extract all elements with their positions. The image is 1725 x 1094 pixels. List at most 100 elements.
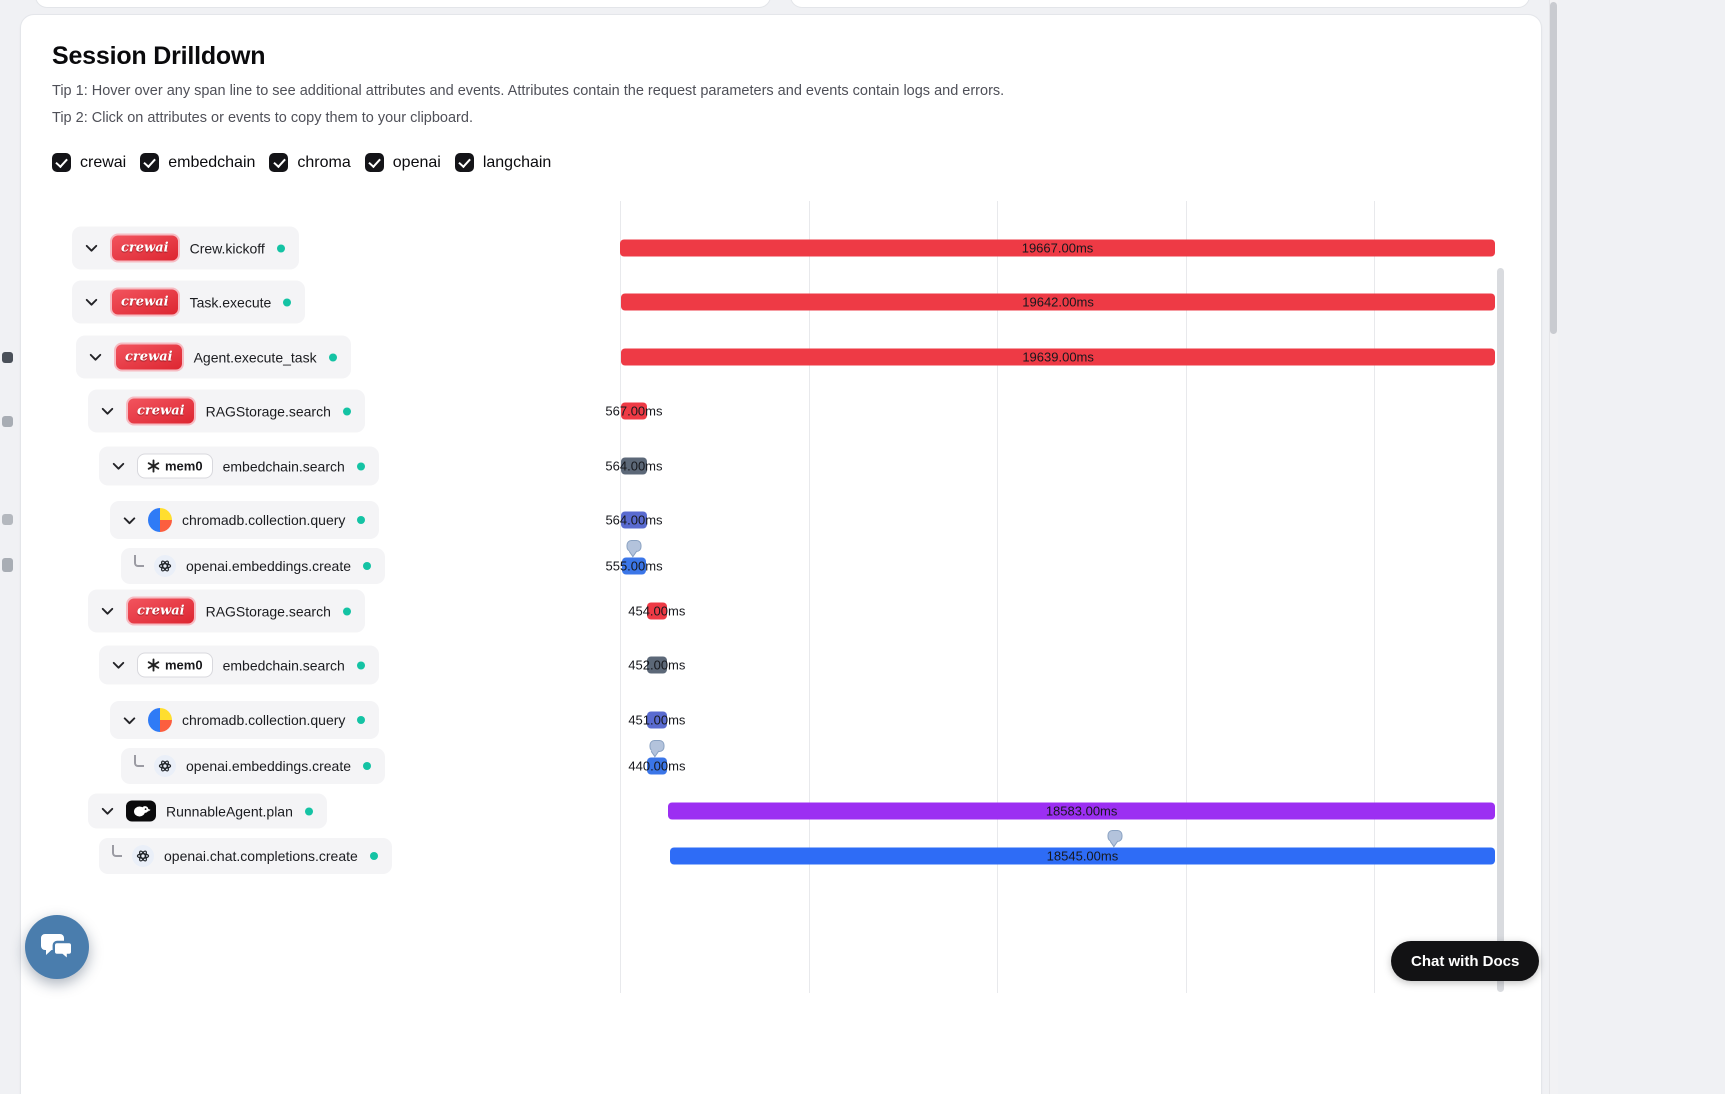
span-duration-bar[interactable]: [669, 847, 1495, 865]
span-duration-bar[interactable]: [621, 348, 1495, 366]
status-dot-icon: [328, 353, 337, 361]
chevron-down-icon[interactable]: [82, 293, 100, 311]
trace-row-label[interactable]: openai.chat.completions.create: [99, 838, 392, 874]
chevron-down-icon[interactable]: [86, 348, 104, 366]
trace-scrollbar[interactable]: [1497, 268, 1504, 992]
gutter-mark: [2, 416, 13, 427]
filter-label: chroma: [297, 153, 351, 171]
status-dot-icon: [357, 716, 366, 724]
trace-row-label[interactable]: RunnableAgent.plan: [88, 793, 327, 829]
span-duration-label: 564.00ms: [605, 512, 663, 528]
span-name: RunnableAgent.plan: [166, 803, 293, 819]
trace-row-label[interactable]: chromadb.collection.query: [110, 701, 380, 739]
chroma-logo: [148, 508, 172, 532]
chevron-down-icon[interactable]: [98, 602, 116, 620]
trace-row-label[interactable]: mem0 embedchain.search: [99, 645, 379, 685]
langchain-logo: [126, 800, 156, 822]
filter-chroma[interactable]: chroma: [269, 153, 351, 172]
filter-label: crewai: [80, 153, 127, 171]
checkbox-icon[interactable]: [454, 153, 474, 172]
span-name: RAGStorage.search: [205, 603, 331, 619]
checkbox-icon[interactable]: [364, 153, 384, 172]
trace-row-label[interactable]: crewai RAGStorage.search: [88, 389, 365, 433]
time-gridline: [620, 201, 621, 993]
page-title: Session Drilldown: [52, 42, 266, 70]
span-name: openai.chat.completions.create: [164, 848, 358, 864]
chevron-down-icon[interactable]: [98, 802, 116, 820]
span-duration-bar[interactable]: [621, 557, 647, 575]
status-dot-icon: [283, 298, 292, 306]
span-name: openai.embeddings.create: [186, 558, 352, 574]
span-duration-label: 567.00ms: [605, 403, 663, 419]
page-scrollbar-thumb[interactable]: [1550, 2, 1557, 334]
elbow-connector-icon: [134, 554, 144, 567]
elbow-connector-icon: [134, 754, 144, 767]
status-dot-icon: [276, 244, 285, 252]
span-name: embedchain.search: [222, 657, 345, 673]
trace-row-label[interactable]: chromadb.collection.query: [110, 501, 380, 539]
span-duration-bar[interactable]: [621, 293, 1495, 311]
status-dot-icon: [342, 407, 351, 415]
gutter-mark: [2, 352, 13, 363]
event-bubble-icon[interactable]: [1107, 830, 1123, 842]
trace-row-label[interactable]: crewai Crew.kickoff: [72, 226, 299, 270]
span-name: RAGStorage.search: [205, 403, 331, 419]
span-duration-bar[interactable]: [621, 402, 647, 420]
span-duration-label: 564.00ms: [605, 458, 663, 474]
span-name: Agent.execute_task: [193, 349, 317, 365]
span-duration-bar[interactable]: [646, 602, 667, 620]
openai-logo: [154, 555, 176, 577]
span-duration-bar[interactable]: [621, 511, 647, 529]
chevron-down-icon[interactable]: [109, 457, 127, 475]
trace-row-label[interactable]: openai.embeddings.create: [121, 748, 386, 784]
span-duration-label: 19667.00ms: [1021, 240, 1094, 256]
filter-label: langchain: [482, 153, 552, 171]
filter-crewai[interactable]: crewai: [52, 153, 126, 172]
trace-row-label[interactable]: crewai Agent.execute_task: [76, 335, 351, 379]
chevron-down-icon[interactable]: [120, 711, 138, 729]
event-bubble-icon[interactable]: [649, 740, 665, 752]
event-bubble-icon[interactable]: [626, 540, 642, 552]
chat-widget-launcher[interactable]: [25, 915, 89, 979]
page-scrollbar-track[interactable]: [1549, 0, 1558, 1094]
filter-embedchain[interactable]: embedchain: [140, 153, 255, 172]
status-dot-icon: [342, 607, 351, 615]
checkbox-icon[interactable]: [269, 153, 289, 172]
chevron-down-icon[interactable]: [82, 239, 100, 257]
span-duration-bar[interactable]: [668, 802, 1495, 820]
span-duration-bar[interactable]: [647, 757, 667, 775]
span-name: embedchain.search: [222, 458, 345, 474]
chevron-down-icon[interactable]: [98, 402, 116, 420]
status-dot-icon: [356, 462, 365, 470]
span-name: Crew.kickoff: [189, 240, 265, 256]
left-gutter: [0, 0, 20, 1094]
filter-langchain[interactable]: langchain: [454, 153, 552, 172]
checkbox-icon[interactable]: [140, 153, 160, 172]
status-dot-icon: [363, 562, 372, 570]
elbow-connector-icon: [112, 844, 122, 857]
span-duration-label: 555.00ms: [605, 558, 663, 574]
crewai-logo: crewai: [110, 233, 180, 263]
span-duration-bar[interactable]: [621, 457, 647, 475]
status-dot-icon: [304, 807, 313, 815]
trace-row-label[interactable]: mem0 embedchain.search: [99, 446, 379, 486]
trace-row-label[interactable]: crewai RAGStorage.search: [88, 589, 365, 633]
crewai-logo: crewai: [126, 596, 196, 626]
trace-row-label[interactable]: crewai Task.execute: [72, 280, 306, 324]
chat-with-docs-button[interactable]: Chat with Docs: [1391, 941, 1540, 981]
filter-openai[interactable]: openai: [364, 153, 441, 172]
checkbox-icon[interactable]: [52, 153, 71, 172]
span-name: chromadb.collection.query: [182, 512, 346, 528]
span-duration-bar[interactable]: [646, 656, 667, 674]
span-duration-label: 19639.00ms: [1022, 349, 1094, 365]
span-duration-bar[interactable]: [646, 711, 667, 729]
tip-1: Tip 1: Hover over any span line to see a…: [52, 83, 1005, 99]
span-duration-bar[interactable]: [620, 239, 1495, 257]
trace-row-label[interactable]: openai.embeddings.create: [121, 548, 386, 584]
filter-label: openai: [392, 153, 441, 171]
span-duration-label: 18583.00ms: [1045, 803, 1118, 819]
crewai-logo: crewai: [110, 287, 180, 317]
chevron-down-icon[interactable]: [120, 511, 138, 529]
chevron-down-icon[interactable]: [109, 656, 127, 674]
